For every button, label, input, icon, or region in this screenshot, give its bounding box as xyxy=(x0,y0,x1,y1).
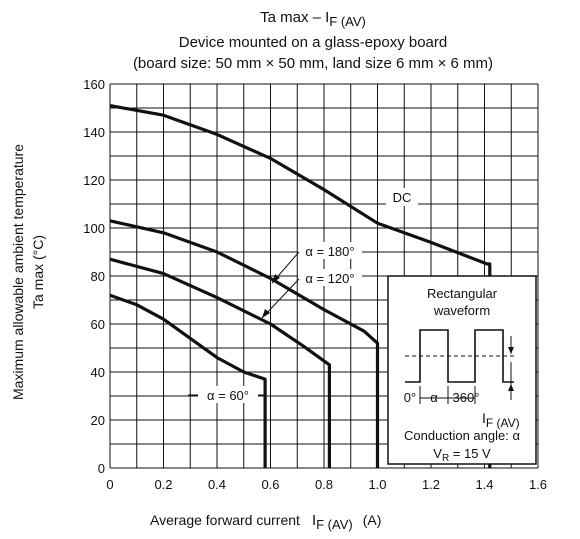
curve-annotations: DC α = 180° α = 120° α = 60° xyxy=(188,188,418,403)
if-arrowhead-lower xyxy=(508,384,514,391)
x-tick-label: 0.2 xyxy=(154,477,172,492)
a180-label-bg xyxy=(298,242,362,259)
dc-label-bg xyxy=(386,188,418,206)
waveform-inset: Rectangular waveform 0° α 360° IF (AV) C… xyxy=(387,275,537,465)
a120-leader xyxy=(261,278,300,319)
dc-label: DC xyxy=(393,190,412,205)
x-tick-label: 1.0 xyxy=(368,477,386,492)
inset-title-line-1: Rectangular xyxy=(427,286,498,301)
y-tick-label: 100 xyxy=(83,221,105,236)
y-axis-label-line-2: Ta max (°C) xyxy=(30,235,46,309)
series-line-180 xyxy=(109,219,380,468)
chart-subtitle-line-1: Device mounted on a glass-epoxy board xyxy=(179,34,448,51)
series-line-dc xyxy=(109,104,492,468)
inset-conduction-angle: Conduction angle: α xyxy=(404,428,520,443)
alpha-60-label: α = 60° xyxy=(207,388,249,403)
y-tick-label: 40 xyxy=(91,365,105,380)
inset-label-alpha: α xyxy=(430,390,438,405)
inset-title-line-2: waveform xyxy=(433,303,490,318)
y-tick-label: 0 xyxy=(98,461,105,476)
a180-arrowhead xyxy=(272,274,280,283)
y-tick-label: 140 xyxy=(83,125,105,140)
x-tick-label: 1.4 xyxy=(475,477,493,492)
chart-title: Ta max – IF (AV) xyxy=(260,9,366,29)
series-curves xyxy=(109,104,492,468)
alpha-180-label: α = 180° xyxy=(305,244,354,259)
series-line-120 xyxy=(109,257,331,468)
x-tick-label: 0.8 xyxy=(315,477,333,492)
chart-subtitle-line-2: (board size: 50 mm × 50 mm, land size 6 … xyxy=(133,55,493,72)
inset-vr: VR = 15 V xyxy=(433,446,491,464)
y-tick-label: 20 xyxy=(91,413,105,428)
x-tick-label: 0.4 xyxy=(208,477,226,492)
if-arrowhead-upper xyxy=(508,347,514,354)
y-tick-label: 160 xyxy=(83,77,105,92)
y-tick-label: 120 xyxy=(83,173,105,188)
axis-ticks: 0 0.2 0.4 0.6 0.8 1.0 1.2 1.4 1.6 0 20 40 60 80 100 120… xyxy=(83,77,547,492)
alpha-120-label: α = 120° xyxy=(305,271,354,286)
y-tick-label: 80 xyxy=(91,269,105,284)
inset-label-0deg: 0° xyxy=(404,390,416,405)
x-axis-label: Average forward current IF (AV) (A) xyxy=(150,512,381,532)
x-tick-label: 1.2 xyxy=(422,477,440,492)
x-tick-label: 1.6 xyxy=(529,477,547,492)
inset-label-360deg: 360° xyxy=(453,390,480,405)
x-tick-label: 0 xyxy=(106,477,113,492)
y-axis-label-line-1: Maximum allowable ambient temperature xyxy=(10,144,26,400)
x-tick-label: 0.6 xyxy=(261,477,279,492)
a60-label-bg xyxy=(198,386,258,403)
a120-label-bg xyxy=(298,269,362,286)
y-tick-label: 60 xyxy=(91,317,105,332)
series-line-60 xyxy=(109,293,267,468)
inset-label-if: IF (AV) xyxy=(482,410,520,430)
a120-arrowhead xyxy=(262,309,270,318)
